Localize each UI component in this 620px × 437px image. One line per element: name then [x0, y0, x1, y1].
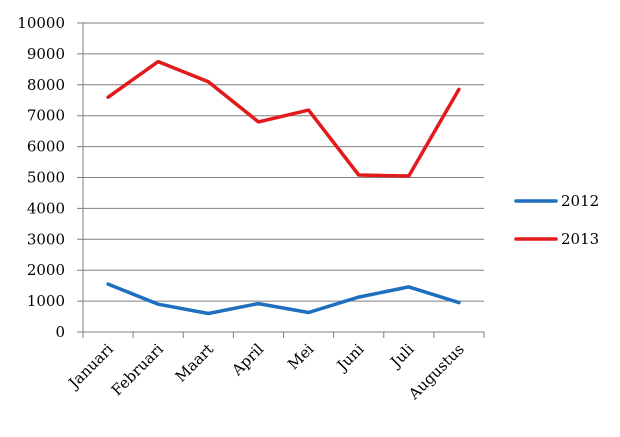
y-tick-label: 8000 — [27, 76, 65, 94]
y-tick-label: 10000 — [17, 14, 65, 32]
legend-label: 2012 — [561, 192, 599, 210]
legend: 2012 2013 — [514, 192, 599, 248]
y-tick-label: 9000 — [27, 45, 65, 63]
y-tick-label: 5000 — [27, 169, 65, 187]
y-tick-label: 6000 — [27, 138, 65, 156]
y-tick-label: 4000 — [27, 199, 65, 217]
y-tick-label: 2000 — [27, 261, 65, 279]
x-tick-label: Juli — [386, 340, 418, 372]
gridlines — [77, 22, 484, 333]
series-line-2012 — [106, 282, 461, 316]
y-tick-label: 1000 — [27, 292, 65, 310]
y-axis-ticks: 0 1000 2000 3000 4000 5000 6000 7000 8000 9000 100… — [17, 14, 65, 341]
x-tick-label: Mei — [284, 340, 317, 373]
y-tick-label: 7000 — [27, 107, 65, 125]
legend-label: 2013 — [561, 230, 599, 248]
y-tick-label: 0 — [55, 323, 65, 341]
x-tick-label: Maart — [172, 340, 218, 386]
x-tick-label: Juni — [332, 340, 368, 376]
series-line-2013 — [106, 59, 461, 178]
x-tick-label: Februari — [108, 340, 167, 399]
y-tick-label: 3000 — [27, 230, 65, 248]
series-lines — [106, 59, 461, 316]
x-tick-label: April — [228, 340, 268, 380]
